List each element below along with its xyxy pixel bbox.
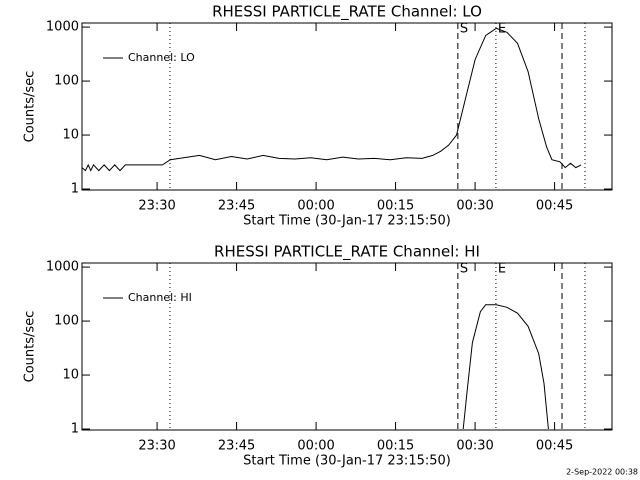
y-tick-label: 10 — [62, 368, 79, 383]
x-tick-label: 00:00 — [297, 199, 334, 214]
event-label: E — [498, 22, 506, 37]
event-label: E — [498, 262, 506, 277]
x-tick-label: 00:15 — [377, 439, 414, 454]
y-tick-label: 100 — [54, 314, 79, 329]
y-tick-label: 10 — [62, 128, 79, 143]
legend-label: Channel: HI — [128, 291, 192, 304]
x-axis-label: Start Time (30-Jan-17 23:15:50) — [243, 214, 451, 229]
chart-title: RHESSI PARTICLE_RATE Channel: HI — [214, 243, 480, 262]
y-tick-label: 1000 — [46, 20, 79, 35]
y-tick-label: 1 — [71, 422, 79, 437]
x-tick-label: 23:30 — [138, 439, 175, 454]
chart-title: RHESSI PARTICLE_RATE Channel: LO — [212, 3, 482, 22]
plot-frame — [81, 262, 613, 431]
y-axis-label: Counts/sec — [23, 311, 38, 383]
x-tick-label: 00:45 — [536, 439, 573, 454]
y-tick-label: 1 — [71, 182, 79, 197]
x-tick-label: 00:45 — [536, 199, 573, 214]
x-tick-label: 00:15 — [377, 199, 414, 214]
legend-label: Channel: LO — [128, 51, 195, 64]
x-tick-label: 00:00 — [297, 439, 334, 454]
y-axis-label: Counts/sec — [23, 71, 38, 143]
x-tick-label: 23:45 — [218, 439, 255, 454]
plot-frame — [81, 22, 613, 191]
data-line — [462, 304, 549, 430]
x-tick-label: 23:30 — [138, 199, 175, 214]
event-label: S — [460, 22, 468, 37]
footer: 2-Sep-2022 00:38 — [566, 468, 638, 477]
event-label: S — [460, 262, 468, 277]
y-tick-label: 100 — [54, 74, 79, 89]
data-line — [82, 27, 582, 172]
x-axis-label: Start Time (30-Jan-17 23:15:50) — [243, 454, 451, 469]
x-tick-label: 23:45 — [218, 199, 255, 214]
x-tick-label: 00:30 — [456, 199, 493, 214]
y-tick-label: 1000 — [46, 260, 79, 275]
x-tick-label: 00:30 — [456, 439, 493, 454]
